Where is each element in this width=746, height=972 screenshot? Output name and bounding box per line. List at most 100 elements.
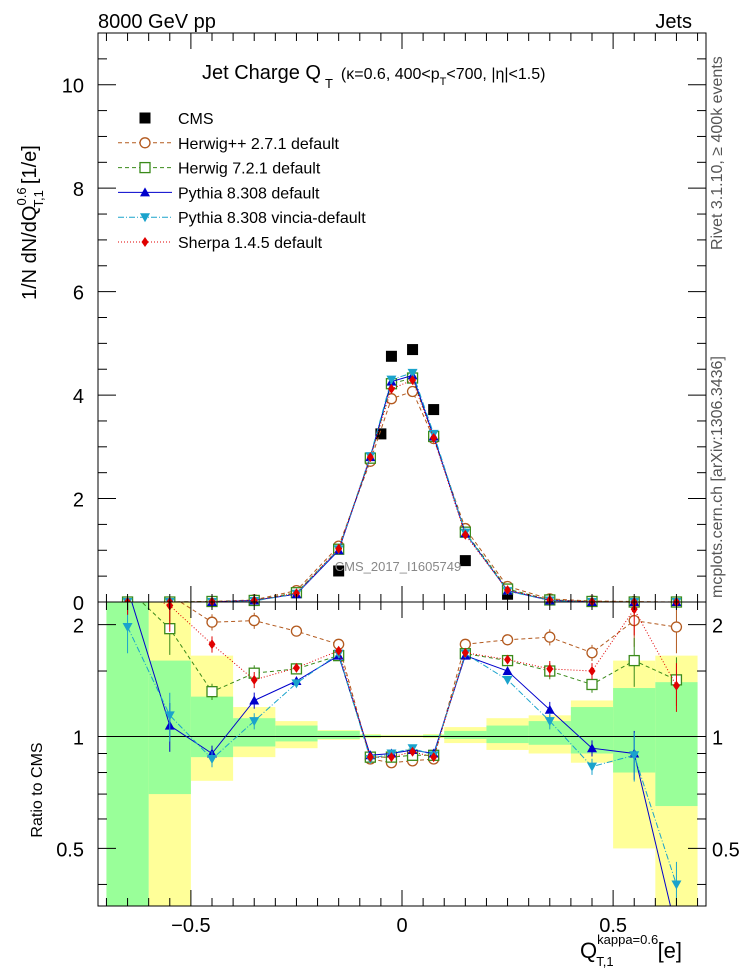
- ratio-data-point: [671, 880, 682, 890]
- main-series-line: [127, 372, 677, 603]
- ratio-data-point: [164, 711, 175, 721]
- main-data-point: [406, 385, 419, 398]
- main-data-point: [335, 543, 343, 554]
- ratio-series-4: [127, 602, 680, 763]
- legend-entry: Herwig++ 2.7.1 default: [118, 136, 340, 153]
- main-y-tick-label: 2: [73, 490, 84, 512]
- title-main: Jet Charge Q: [202, 62, 321, 84]
- ratio-data-point: [250, 674, 258, 685]
- legend-label: Herwig 7.2.1 default: [178, 161, 321, 178]
- title-cond-suffix: <700, |η|<1.5): [446, 66, 545, 83]
- ratio-data-point: [461, 647, 469, 658]
- header-left-label: 8000 GeV pp: [98, 11, 216, 33]
- legend-entry: CMS: [139, 111, 214, 128]
- xlabel-sup: kappa=0.6: [597, 932, 658, 947]
- ratio-uncertainty-bands: [98, 602, 706, 906]
- x-tick-label: 0: [396, 915, 407, 937]
- main-data-point: [409, 375, 417, 386]
- ratio-data-point: [546, 663, 554, 674]
- ratio-data-point: [588, 666, 596, 677]
- ratio-data-point: [671, 926, 681, 935]
- main-y-tick-label: 6: [73, 283, 84, 305]
- legend-marker: [140, 187, 150, 197]
- ratio-data-point: [335, 645, 343, 656]
- ratio-stat-band: [486, 725, 529, 744]
- ratio-stat-band: [317, 730, 360, 739]
- main-data-point: [461, 529, 469, 540]
- xlabel-main: Q: [580, 938, 597, 963]
- ratio-y-tick-label-right: 1: [712, 727, 723, 749]
- ratio-data-point: [672, 680, 680, 691]
- ratio-data-point: [628, 654, 640, 667]
- ratio-data-point: [544, 717, 555, 727]
- ratio-stat-band: [528, 721, 571, 745]
- main-data-point: [387, 383, 395, 394]
- ratio-series-line: [141, 602, 677, 758]
- ratio-data-point: [502, 675, 513, 685]
- title-cond-sub: T: [440, 76, 447, 88]
- ratio-y-tick-label: 0.5: [56, 839, 84, 861]
- legend-entry: Pythia 8.308 vincia-default: [118, 210, 366, 227]
- ratio-data-point: [586, 647, 598, 659]
- x-tick-label: 0.5: [599, 915, 627, 937]
- ratio-data-point: [504, 654, 512, 665]
- main-y-tick-label: 0: [73, 593, 84, 615]
- ratio-data-point: [366, 752, 374, 763]
- legend-label: Sherpa 1.4.5 default: [178, 235, 323, 252]
- legend-marker: [139, 161, 151, 174]
- ratio-series-line: [159, 602, 677, 758]
- ratio-data-point: [291, 679, 302, 689]
- main-data-point: [504, 585, 512, 596]
- main-data-point: [459, 555, 471, 567]
- ratio-data-point: [544, 704, 555, 714]
- legend-entry: Pythia 8.308 default: [118, 185, 320, 202]
- x-axis-label: Qkappa=0.6 T,1 [e]: [580, 932, 682, 969]
- ratio-data-point: [208, 639, 216, 650]
- ratio-data-point: [430, 752, 438, 763]
- ratio-data-point: [501, 634, 514, 646]
- ylabel-sub: T,1: [31, 190, 46, 207]
- main-data-point: [407, 344, 419, 356]
- ylabel-unit: [1/e]: [19, 145, 41, 184]
- ylabel-main: 1/N dN/dQ: [19, 206, 41, 300]
- ratio-data-point: [292, 662, 300, 673]
- plot-title: Jet Charge Q T(κ=0.6, 400<pT<700, |η|<1.5…: [202, 62, 545, 91]
- ratio-data-point: [123, 584, 133, 594]
- ratio-y-tick-label-right: 0.5: [712, 839, 740, 861]
- main-data-point: [386, 375, 397, 385]
- title-cond-prefix: (κ=0.6, 400<p: [341, 66, 440, 83]
- main-y-tick-label: 4: [73, 386, 84, 408]
- legend-label: Herwig++ 2.7.1 default: [178, 136, 340, 153]
- x-tick-label: −0.5: [171, 915, 210, 937]
- ratio-stat-band: [444, 730, 487, 739]
- legend-marker: [141, 237, 149, 247]
- xlabel-unit: [e]: [658, 938, 682, 963]
- legend: CMS Herwig++ 2.7.1 default Herwig 7.2.1 de…: [118, 111, 366, 252]
- ratio-data-point: [290, 625, 303, 637]
- legend-marker: [139, 112, 151, 124]
- ratio-series-line: [179, 602, 677, 764]
- legend-marker: [140, 213, 150, 223]
- ratio-data-point: [207, 754, 217, 764]
- ratio-data-point: [544, 631, 556, 643]
- main-data-point: [407, 368, 418, 378]
- main-data-point: [292, 588, 300, 599]
- ratio-data-point: [206, 616, 218, 628]
- header-right-label: Jets: [655, 11, 692, 33]
- watermark: CMS_2017_I1605749: [335, 559, 462, 574]
- title-sub: T: [325, 76, 333, 91]
- ratio-plot-panel: 0.5 0.5 1 1 2 2 −0.5 0 0.5 Ratio to CMS Qkappa=0…: [29, 584, 740, 969]
- ratio-data-point: [502, 666, 513, 676]
- ratio-data-point: [586, 678, 598, 691]
- legend-label: Pythia 8.308 default: [178, 185, 320, 202]
- legend-entry: Sherpa 1.4.5 default: [118, 235, 323, 252]
- ratio-data-point: [249, 695, 260, 705]
- ratio-series-line: [131, 602, 671, 906]
- main-data-point: [375, 428, 387, 440]
- main-data-point: [366, 452, 374, 463]
- main-y-tick-label: 10: [62, 76, 84, 98]
- ratio-data-point: [206, 686, 218, 698]
- main-data-point: [430, 433, 438, 444]
